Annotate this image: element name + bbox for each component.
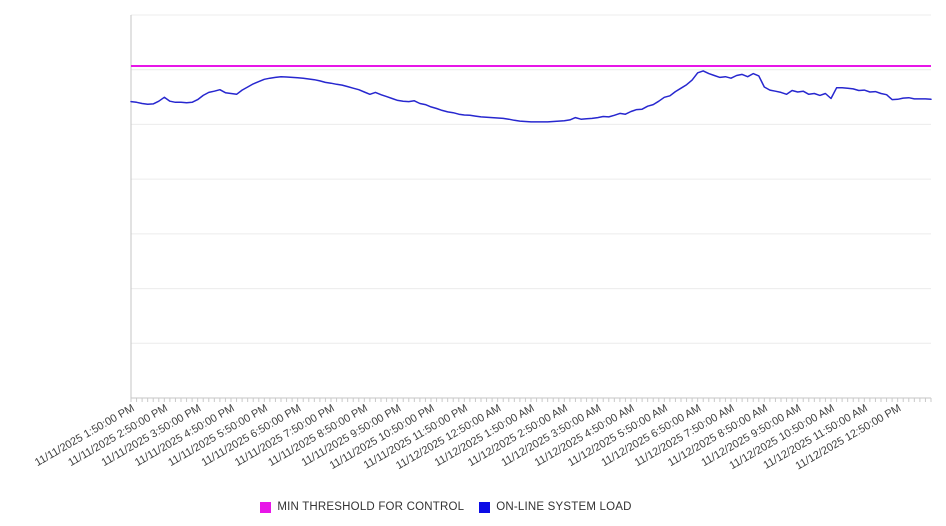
legend-label-online-system-load: ON-LINE SYSTEM LOAD — [496, 501, 632, 513]
chart-legend: MIN THRESHOLD FOR CONTROL ON-LINE SYSTEM… — [0, 496, 919, 518]
series-online-system-load-line[interactable] — [130, 70, 932, 123]
legend-item-online-system-load[interactable]: ON-LINE SYSTEM LOAD — [479, 501, 631, 513]
legend-item-min-threshold[interactable]: MIN THRESHOLD FOR CONTROL — [260, 501, 464, 513]
legend-swatch-magenta-icon — [260, 501, 272, 513]
legend-swatch-blue-icon — [479, 501, 491, 513]
legend-label-min-threshold: MIN THRESHOLD FOR CONTROL — [277, 501, 465, 513]
